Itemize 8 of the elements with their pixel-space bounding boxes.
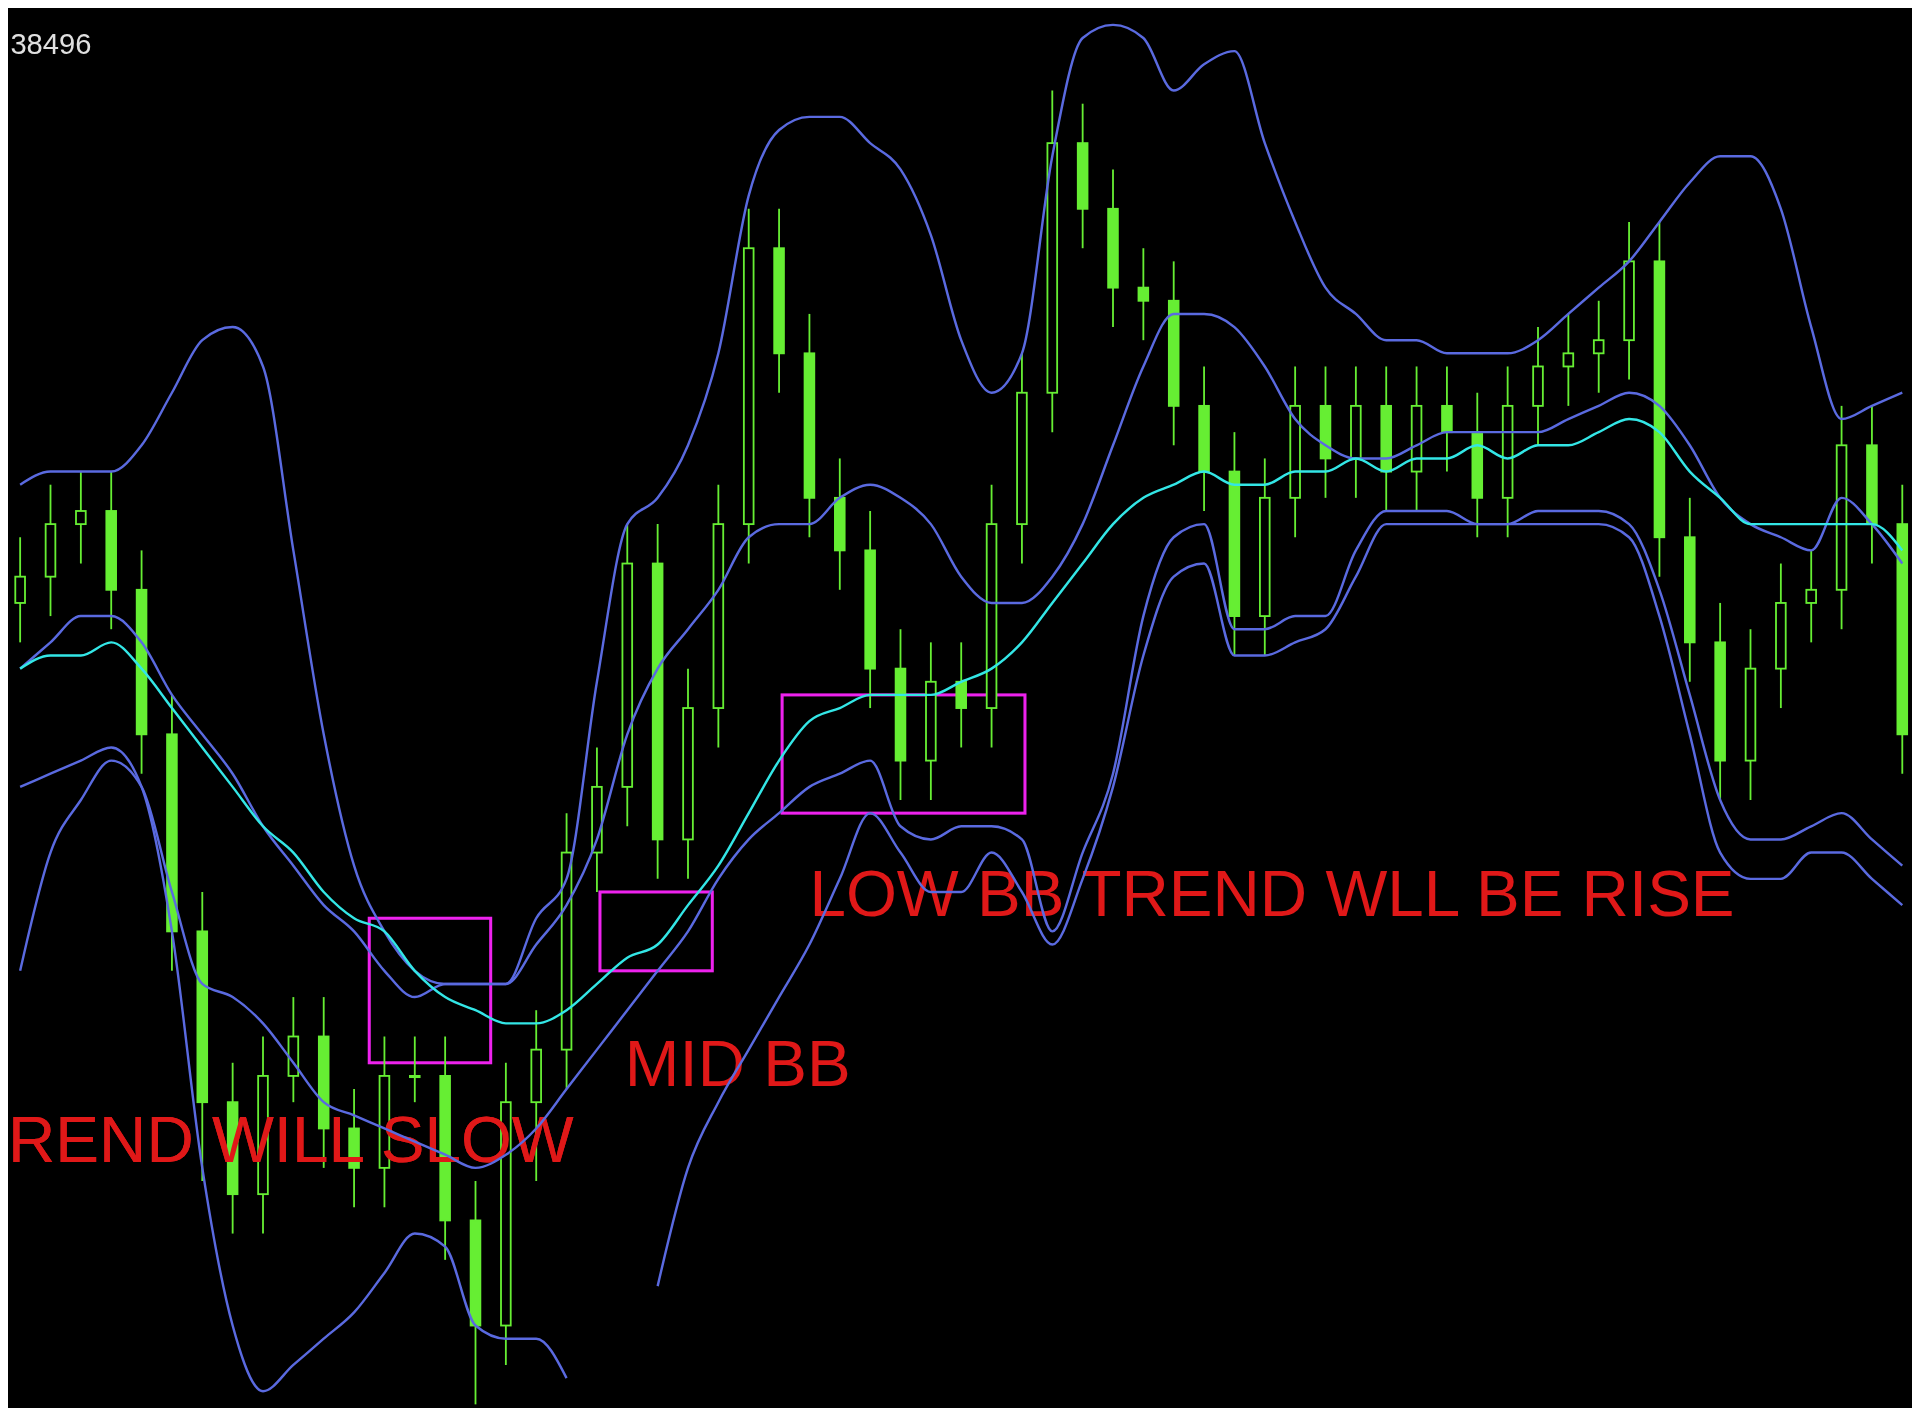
candlestick	[1137, 247, 1150, 342]
candlestick	[1592, 299, 1605, 394]
text: 38496	[10, 28, 92, 61]
candlestick	[1805, 549, 1817, 644]
candlestick	[75, 470, 87, 565]
candlestick	[409, 1035, 421, 1104]
candlestick	[1562, 313, 1575, 407]
annotation: MID BB	[624, 1027, 851, 1101]
